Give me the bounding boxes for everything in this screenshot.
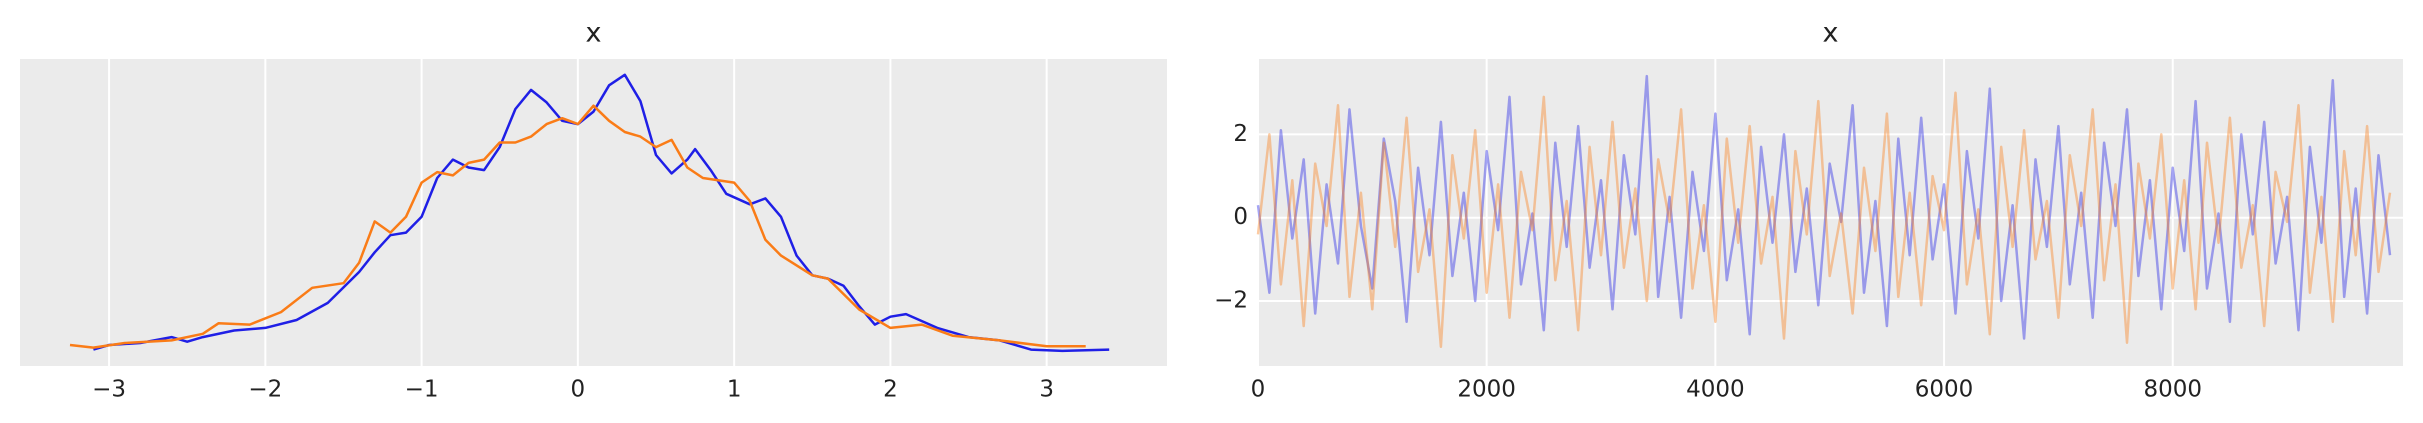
- x-tick-label: 0: [571, 377, 586, 403]
- x-tick-label: −2: [248, 377, 282, 403]
- y-tick-label: 0: [1233, 204, 1248, 230]
- series-line: [69, 104, 1086, 349]
- x-tick-label: −1: [405, 377, 439, 403]
- x-tick-label: 6000: [1915, 377, 1974, 403]
- x-tick-label: 4000: [1686, 377, 1745, 403]
- x-tick-label: 8000: [2143, 377, 2202, 403]
- y-tick-label: 2: [1233, 121, 1248, 147]
- y-tick-label: −2: [1214, 288, 1248, 314]
- chart-title: x: [586, 18, 602, 49]
- plot-area: [1258, 59, 2403, 366]
- series-line: [1256, 91, 2392, 349]
- x-tick-label: 2000: [1457, 377, 1516, 403]
- x-tick-label: 0: [1251, 377, 1266, 403]
- x-tick-label: −3: [92, 377, 126, 403]
- x-tick-label: 3: [1039, 377, 1054, 403]
- chart-title: x: [1823, 18, 1839, 49]
- x-tick-label: 1: [727, 377, 742, 403]
- series-line: [1256, 74, 2392, 340]
- x-tick-label: 2: [883, 377, 898, 403]
